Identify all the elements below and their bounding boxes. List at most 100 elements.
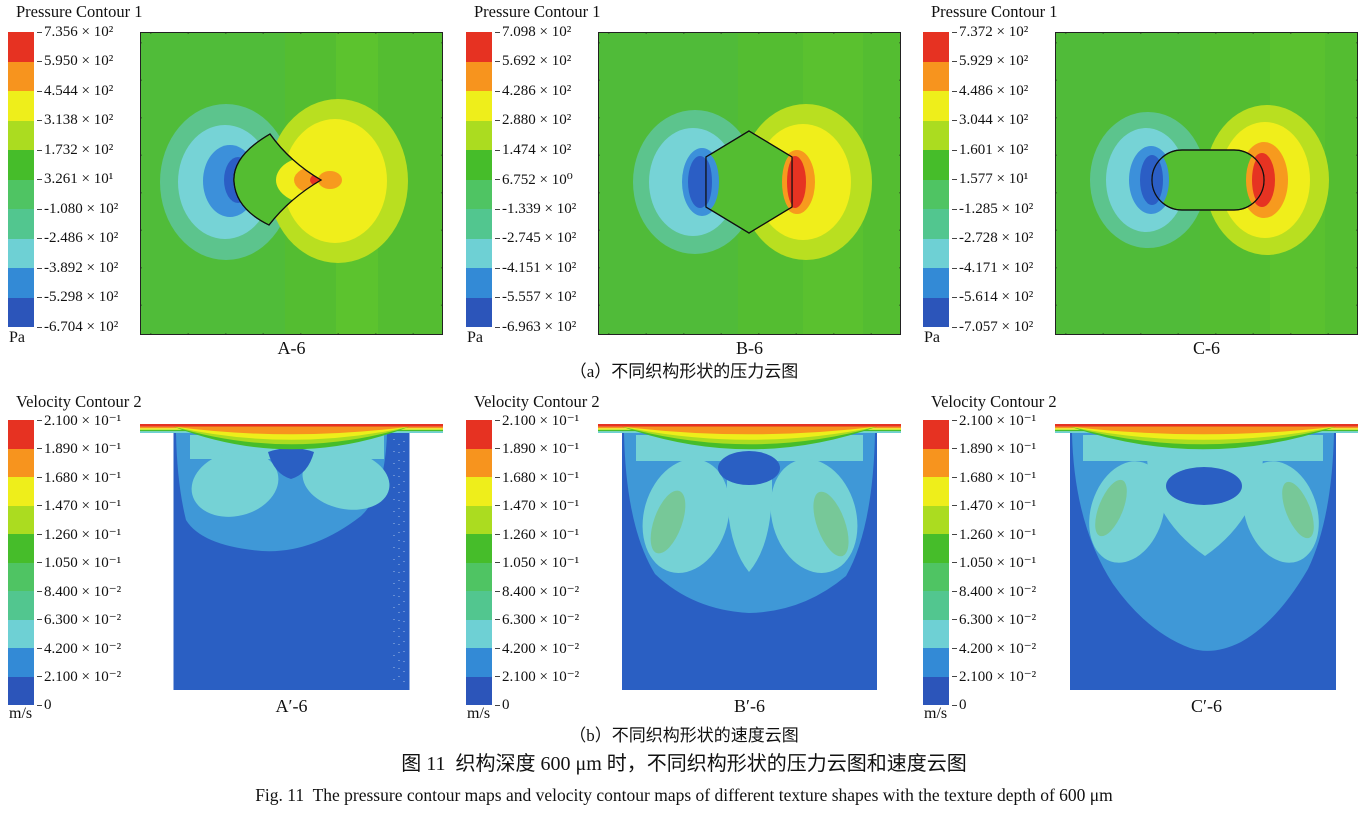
figure-caption-zh: 图 11 织构深度 600 μm 时，不同织构形状的压力云图和速度云图 bbox=[401, 753, 967, 775]
legend-level: 6.300 × 10⁻² bbox=[495, 612, 579, 628]
contour-title: Pressure Contour 1 bbox=[931, 2, 1058, 21]
colorbar-segment bbox=[923, 448, 949, 477]
colorbar-segment bbox=[466, 420, 492, 449]
colorbar-segment bbox=[923, 591, 949, 620]
legend-level: -2.486 × 10² bbox=[37, 230, 118, 247]
tick-mark bbox=[952, 149, 957, 151]
colorbar-segment bbox=[923, 676, 949, 705]
colorbar bbox=[8, 32, 34, 327]
unit-label: m/s bbox=[467, 705, 491, 722]
tick-mark bbox=[37, 590, 42, 592]
colorbar-segment bbox=[923, 61, 949, 91]
tick-mark bbox=[952, 562, 957, 563]
colorbar-labels: 7.356 × 10² 5.950 × 10² 4.544 × 10² 3.138 ×… bbox=[37, 24, 118, 335]
legend-level: 6.300 × 10⁻² bbox=[952, 612, 1036, 628]
tick-mark bbox=[952, 297, 957, 298]
legend-level: -5.298 × 10² bbox=[37, 289, 118, 306]
legend-level: -6.963 × 10² bbox=[495, 319, 576, 335]
velocity-contour-plot-a6 bbox=[140, 424, 443, 692]
colorbar-segment bbox=[8, 420, 34, 449]
legend-level: 2.100 × 10⁻¹ bbox=[952, 412, 1036, 429]
unit-label: Pa bbox=[467, 329, 483, 346]
panel-label: A′-6 bbox=[275, 696, 308, 716]
legend-level: 3.044 × 10² bbox=[952, 112, 1033, 129]
pressure-contour-plot-b6 bbox=[598, 32, 901, 335]
colorbar bbox=[466, 420, 492, 705]
colorbar-segment bbox=[8, 32, 34, 62]
colorbar-segment bbox=[466, 477, 492, 506]
colorbar-segment bbox=[8, 534, 34, 563]
legend-level: -1.080 × 10² bbox=[37, 201, 118, 217]
tick-mark bbox=[495, 476, 500, 478]
pressure-contour-plot-c6 bbox=[1055, 32, 1358, 335]
legend-level: 2.100 × 10⁻¹ bbox=[495, 412, 579, 429]
legend-level: 2.100 × 10⁻² bbox=[495, 669, 579, 685]
tick-mark bbox=[37, 179, 42, 180]
legend-level: -6.704 × 10² bbox=[37, 319, 118, 335]
unit-label: Pa bbox=[924, 329, 940, 346]
tick-mark bbox=[952, 90, 957, 92]
contour-title: Velocity Contour 2 bbox=[931, 392, 1057, 411]
legend-level: 4.544 × 10² bbox=[37, 83, 118, 99]
unit-label: Pa bbox=[9, 329, 25, 346]
colorbar bbox=[8, 420, 34, 705]
colorbar-segment bbox=[8, 179, 34, 209]
tick-mark bbox=[37, 31, 42, 33]
legend-level: 8.400 × 10⁻² bbox=[37, 583, 121, 600]
tick-mark bbox=[495, 505, 500, 506]
colorbar-segment bbox=[466, 32, 492, 62]
cavity bbox=[1070, 433, 1336, 690]
legend-level: 5.950 × 10² bbox=[37, 53, 118, 70]
colorbar-segment bbox=[923, 120, 949, 150]
legend-level: 4.200 × 10⁻² bbox=[952, 640, 1036, 657]
unit-label: m/s bbox=[9, 705, 33, 722]
legend-level: 1.470 × 10⁻¹ bbox=[37, 498, 121, 514]
tick-mark bbox=[495, 238, 500, 239]
tick-mark bbox=[37, 267, 42, 269]
colorbar-segment bbox=[923, 648, 949, 677]
tick-mark bbox=[495, 208, 500, 210]
tick-mark bbox=[952, 120, 957, 121]
tick-mark bbox=[495, 619, 500, 620]
colorbar-segment bbox=[923, 420, 949, 449]
legend-level: 1.260 × 10⁻¹ bbox=[495, 526, 579, 543]
colorbar-segment bbox=[8, 676, 34, 705]
tick-mark bbox=[495, 676, 500, 677]
colorbar-segment bbox=[8, 591, 34, 620]
colorbar-segment bbox=[8, 505, 34, 534]
colorbar-labels: 2.100 × 10⁻¹ 1.890 × 10⁻¹ 1.680 × 10⁻¹ 1.47… bbox=[37, 412, 121, 713]
tick-mark bbox=[37, 149, 42, 151]
tick-mark bbox=[495, 704, 500, 706]
colorbar-segment bbox=[8, 150, 34, 180]
legend-level: 5.692 × 10² bbox=[495, 53, 576, 70]
colorbar-segment bbox=[466, 179, 492, 209]
legend-level: 1.890 × 10⁻¹ bbox=[37, 441, 121, 457]
colorbar-segment bbox=[8, 477, 34, 506]
legend-level: -3.892 × 10² bbox=[37, 260, 118, 276]
tick-mark bbox=[37, 704, 42, 706]
tick-mark bbox=[952, 476, 957, 478]
legend-level: 2.100 × 10⁻² bbox=[37, 669, 121, 685]
colorbar-segment bbox=[8, 268, 34, 298]
tick-mark bbox=[495, 267, 500, 269]
tick-mark bbox=[37, 297, 42, 298]
colorbar-labels: 2.100 × 10⁻¹ 1.890 × 10⁻¹ 1.680 × 10⁻¹ 1.47… bbox=[495, 412, 579, 713]
tick-mark bbox=[495, 31, 500, 33]
colorbar-segment bbox=[923, 505, 949, 534]
tick-mark bbox=[495, 647, 500, 649]
legend-level: 6.752 × 10⁰ bbox=[495, 172, 576, 188]
edge-pressure-bleed bbox=[706, 153, 792, 211]
legend-level: 3.261 × 10¹ bbox=[37, 171, 118, 188]
contour-title: Velocity Contour 2 bbox=[474, 392, 600, 411]
legend-level: 2.100 × 10⁻² bbox=[952, 669, 1036, 685]
legend-level: -7.057 × 10² bbox=[952, 319, 1033, 335]
colorbar-labels: 7.098 × 10² 5.692 × 10² 4.286 × 10² 2.880 ×… bbox=[495, 24, 576, 335]
pressure-panel-b6: Pressure Contour 1 7.098 × 10² 5.692 × 10… bbox=[458, 2, 910, 360]
colorbar bbox=[466, 32, 492, 327]
legend-level: 8.400 × 10⁻² bbox=[495, 583, 579, 600]
colorbar-segment bbox=[466, 676, 492, 705]
legend-level: 6.300 × 10⁻² bbox=[37, 612, 121, 628]
tick-mark bbox=[37, 61, 42, 62]
pressure-panel-c6: Pressure Contour 1 7.372 × 10² 5.929 × 10… bbox=[915, 2, 1367, 360]
